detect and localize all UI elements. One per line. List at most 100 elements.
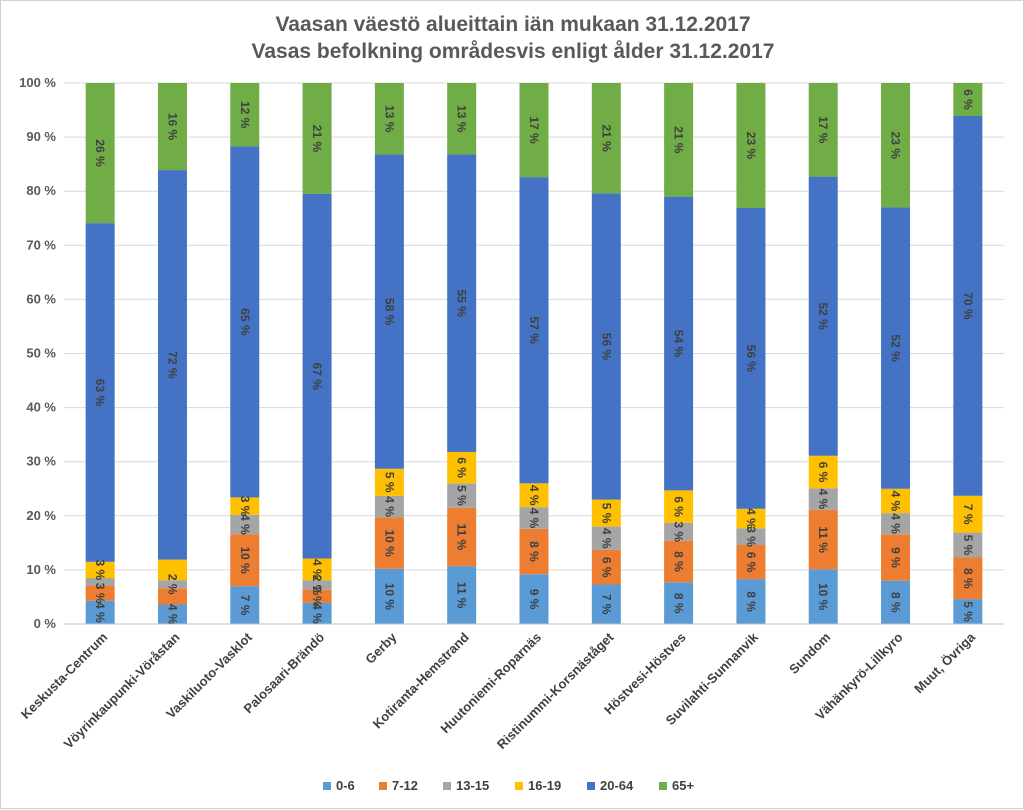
bar-segment xyxy=(664,522,694,541)
bar-segment xyxy=(953,495,983,533)
legend-swatch xyxy=(323,782,331,790)
y-tick-label: 20 % xyxy=(26,508,56,523)
bar-segment xyxy=(302,602,332,624)
data-label: 21 % xyxy=(310,125,324,153)
data-label: 10 % xyxy=(382,583,396,611)
bar-segment xyxy=(447,507,477,567)
data-label: 8 % xyxy=(961,568,975,589)
data-label: 4 % xyxy=(889,513,903,534)
data-label: 4 % xyxy=(527,508,541,529)
bar-segment xyxy=(157,559,187,581)
data-label: 7 % xyxy=(238,595,252,616)
data-label: 55 % xyxy=(455,290,469,318)
y-tick-label: 100 % xyxy=(19,75,56,90)
bar-segment xyxy=(519,507,549,529)
data-label: 3 % xyxy=(238,496,252,517)
data-label: 52 % xyxy=(816,302,830,330)
bar-segment xyxy=(85,83,115,224)
data-label: 6 % xyxy=(455,457,469,478)
legend-label: 7-12 xyxy=(392,778,418,793)
data-label: 2 % xyxy=(310,575,324,596)
legend-label: 13-15 xyxy=(456,778,489,793)
bar-segment xyxy=(374,83,404,155)
bar-segment xyxy=(881,207,911,489)
bar-segment xyxy=(881,83,911,208)
y-tick-label: 60 % xyxy=(26,291,56,306)
data-label: 8 % xyxy=(527,541,541,562)
data-label: 67 % xyxy=(310,363,324,391)
bar-segment xyxy=(664,196,694,491)
data-label: 4 % xyxy=(599,528,613,549)
bar-segment xyxy=(736,528,766,546)
data-label: 3 % xyxy=(744,526,758,547)
data-label: 7 % xyxy=(961,504,975,525)
data-label: 5 % xyxy=(455,485,469,506)
bar-segment xyxy=(736,83,766,208)
bar-segment xyxy=(302,589,332,603)
y-tick-label: 40 % xyxy=(26,400,56,415)
bar-segment xyxy=(230,534,260,587)
bar-segment xyxy=(664,540,694,583)
data-label: 5 % xyxy=(961,601,975,622)
bar-segment xyxy=(591,193,621,500)
data-label: 4 % xyxy=(310,559,324,580)
bar-segment xyxy=(85,600,115,624)
bar-segment xyxy=(519,177,549,484)
data-label: 3 % xyxy=(93,583,107,604)
y-tick-label: 0 % xyxy=(34,616,57,631)
data-label: 9 % xyxy=(527,589,541,610)
category-label: Muut, Övriga xyxy=(911,629,978,696)
data-label: 11 % xyxy=(455,582,469,609)
bar-segment xyxy=(374,468,404,496)
data-label: 8 % xyxy=(889,592,903,613)
y-tick-label: 80 % xyxy=(26,183,56,198)
data-label: 56 % xyxy=(599,333,613,361)
data-label: 5 % xyxy=(599,503,613,524)
data-label: 2 % xyxy=(165,574,179,595)
data-label: 7 % xyxy=(599,594,613,615)
bar-segment xyxy=(302,558,332,581)
y-tick-label: 50 % xyxy=(26,346,56,361)
data-label: 52 % xyxy=(889,334,903,362)
data-label: 63 % xyxy=(93,379,107,407)
data-label: 4 % xyxy=(165,604,179,625)
bar-segment xyxy=(808,455,838,489)
data-label: 3 % xyxy=(672,521,686,542)
bar-segment xyxy=(374,517,404,569)
data-label: 11 % xyxy=(816,526,830,553)
bar-segment xyxy=(447,566,477,624)
y-tick-label: 30 % xyxy=(26,454,56,469)
bar-segment xyxy=(808,83,838,177)
data-label: 5 % xyxy=(961,535,975,556)
data-label: 21 % xyxy=(672,126,686,154)
data-label: 5 % xyxy=(382,472,396,493)
bar-segment xyxy=(447,483,477,508)
bar-segment xyxy=(157,604,187,624)
bar-segment xyxy=(591,83,621,194)
bar-segment xyxy=(808,569,838,624)
category-label: Ristinummi-Korsnäståget xyxy=(494,629,617,752)
bar-segment xyxy=(85,223,115,562)
bar-segment xyxy=(157,588,187,605)
bar-segment xyxy=(519,483,549,508)
data-label: 58 % xyxy=(382,298,396,326)
y-tick-label: 10 % xyxy=(26,562,56,577)
bar-segment xyxy=(85,578,115,586)
data-label: 3 % xyxy=(93,560,107,581)
data-label: 65 % xyxy=(238,308,252,336)
data-label: 4 % xyxy=(93,602,107,623)
bar-segment xyxy=(519,574,549,624)
data-label: 4 % xyxy=(310,603,324,624)
data-label: 4 % xyxy=(889,491,903,512)
bar-segment xyxy=(374,154,404,469)
category-label: Vöyrinkaupunki-Vöråstan xyxy=(61,629,183,751)
bar-segment xyxy=(230,514,260,535)
bar-segment xyxy=(881,513,911,535)
bar-segment xyxy=(881,580,911,624)
bar-segment xyxy=(302,83,332,194)
bar-segment xyxy=(519,528,549,575)
data-label: 17 % xyxy=(816,116,830,144)
data-label: 8 % xyxy=(672,593,686,614)
data-label: 6 % xyxy=(816,462,830,483)
